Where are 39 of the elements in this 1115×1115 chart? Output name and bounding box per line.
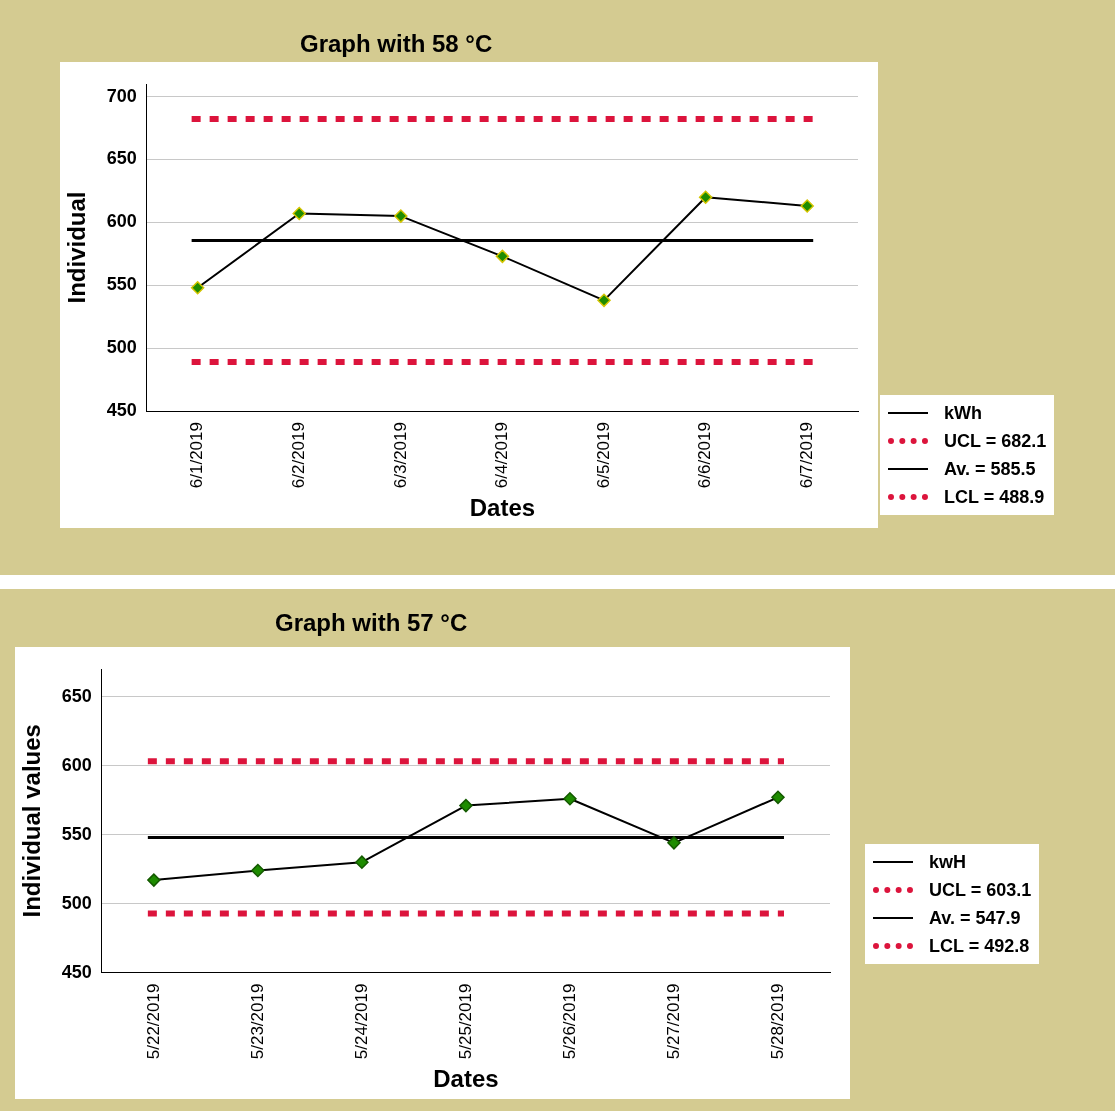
x-tick-label: 5/28/2019 <box>767 983 787 1060</box>
x-axis-title: Dates <box>469 494 536 522</box>
x-tick-label: 6/3/2019 <box>390 422 410 489</box>
legend-label: LCL = 492.8 <box>929 935 1030 957</box>
legend-label: kwH <box>929 851 967 873</box>
y-tick-label: 550 <box>61 823 92 844</box>
x-tick-label: 6/4/2019 <box>492 422 512 489</box>
x-tick-label: 5/22/2019 <box>143 983 163 1060</box>
x-tick-label: 6/2/2019 <box>288 422 308 489</box>
y-axis-title: Individual values <box>18 724 46 918</box>
x-tick-label: 5/26/2019 <box>559 983 579 1060</box>
x-tick-label: 5/23/2019 <box>247 983 267 1060</box>
x-tick-label: 5/27/2019 <box>663 983 683 1060</box>
x-tick-label: 5/24/2019 <box>351 983 371 1060</box>
y-tick-label: 650 <box>61 685 92 706</box>
chart-title: Graph with 58 °C <box>300 30 493 58</box>
x-tick-label: 5/25/2019 <box>455 983 475 1060</box>
y-tick-label: 600 <box>61 754 92 775</box>
y-tick-label: 650 <box>106 148 137 169</box>
y-tick-label: 550 <box>106 274 137 295</box>
x-tick-label: 6/6/2019 <box>695 422 715 489</box>
legend-label: Av. = 547.9 <box>929 907 1021 929</box>
legend-label: LCL = 488.9 <box>944 486 1045 508</box>
legend-label: UCL = 603.1 <box>929 879 1032 901</box>
x-tick-label: 6/1/2019 <box>187 422 207 489</box>
legend-label: UCL = 682.1 <box>944 430 1047 452</box>
y-tick-label: 500 <box>106 337 137 358</box>
legend-label: Av. = 585.5 <box>944 458 1036 480</box>
chart-title: Graph with 57 °C <box>275 609 468 637</box>
legend-label: kWh <box>944 402 982 424</box>
y-tick-label: 450 <box>106 399 137 420</box>
x-tick-label: 6/7/2019 <box>796 422 816 489</box>
y-axis-title: Individual <box>63 191 91 304</box>
y-tick-label: 600 <box>106 211 137 232</box>
y-tick-label: 500 <box>61 892 92 913</box>
y-tick-label: 450 <box>61 961 92 982</box>
y-tick-label: 700 <box>106 85 137 106</box>
x-axis-title: Dates <box>433 1065 499 1093</box>
x-tick-label: 6/5/2019 <box>593 422 613 489</box>
